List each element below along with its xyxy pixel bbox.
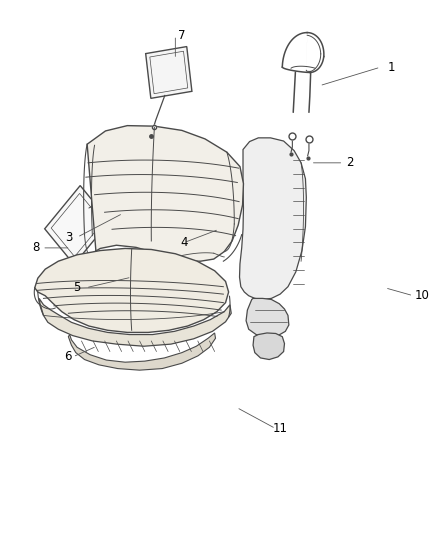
Text: 8: 8 xyxy=(32,241,39,254)
Text: 3: 3 xyxy=(65,231,72,244)
Polygon shape xyxy=(68,333,215,370)
Polygon shape xyxy=(240,138,306,300)
Polygon shape xyxy=(253,333,285,360)
Polygon shape xyxy=(81,126,244,293)
Text: 11: 11 xyxy=(272,422,288,435)
Polygon shape xyxy=(45,185,110,264)
Text: 7: 7 xyxy=(178,29,186,42)
Text: 1: 1 xyxy=(388,61,395,74)
Text: 10: 10 xyxy=(415,289,430,302)
Text: 4: 4 xyxy=(180,236,188,249)
Polygon shape xyxy=(39,298,231,346)
Text: 6: 6 xyxy=(65,350,72,364)
Polygon shape xyxy=(246,298,289,337)
Text: 5: 5 xyxy=(74,281,81,294)
Text: 2: 2 xyxy=(346,156,354,169)
Polygon shape xyxy=(146,46,192,99)
Polygon shape xyxy=(35,248,229,333)
